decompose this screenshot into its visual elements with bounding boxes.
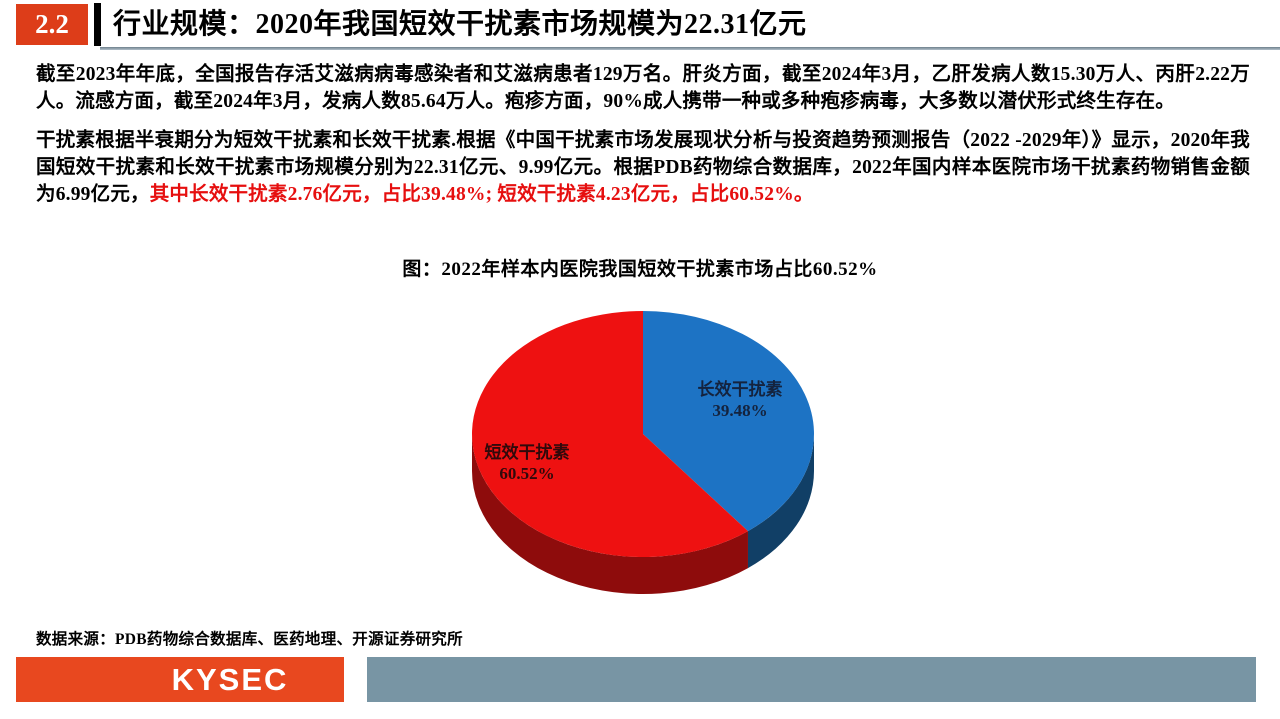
pie-slice-long: [643, 311, 814, 532]
body-text-block: 截至2023年年底，全国报告存活艾滋病病毒感染者和艾滋病患者129万名。肝炎方面…: [36, 61, 1250, 220]
paragraph-market-size-black: 干扰素根据半衰期分为短效干扰素和长效干扰素.根据《中国干扰素市场发展现状分析与投…: [36, 130, 1250, 205]
footer-accent-bar: [367, 657, 1256, 702]
kysec-logo: KYSEC: [16, 657, 344, 702]
page-title: 行业规模：2020年我国短效干扰素市场规模为22.31亿元: [113, 9, 807, 40]
section-number-badge: 2.2: [16, 4, 88, 45]
chart-title: 图：2022年样本内医院我国短效干扰素市场占比60.52%: [402, 259, 878, 280]
data-source-note: 数据来源：PDB药物综合数据库、医药地理、开源证券研究所: [36, 631, 463, 648]
pie-chart: 长效干扰素 39.48% 短效干扰素 60.52%: [471, 311, 814, 594]
paragraph-epidemiology: 截至2023年年底，全国报告存活艾滋病病毒感染者和艾滋病患者129万名。肝炎方面…: [36, 64, 1250, 112]
header-rule: [100, 47, 1280, 50]
pie-side-long: [747, 434, 814, 569]
pie-side-short: [472, 434, 748, 594]
paragraph-market-size: 干扰素根据半衰期分为短效干扰素和长效干扰素.根据《中国干扰素市场发展现状分析与投…: [36, 127, 1250, 208]
pie-slice-short: [471, 311, 748, 557]
paragraph-market-size-highlight: 其中长效干扰素2.76亿元，占比39.48%; 短效干扰素4.23亿元，占比60…: [149, 184, 814, 205]
pie-chart-area: 长效干扰素 39.48% 短效干扰素 60.52%: [420, 283, 880, 628]
header-divider: [94, 3, 101, 46]
pie-label-long: 长效干扰素 39.48%: [698, 379, 783, 420]
pie-label-short: 短效干扰素 60.52%: [485, 442, 570, 483]
